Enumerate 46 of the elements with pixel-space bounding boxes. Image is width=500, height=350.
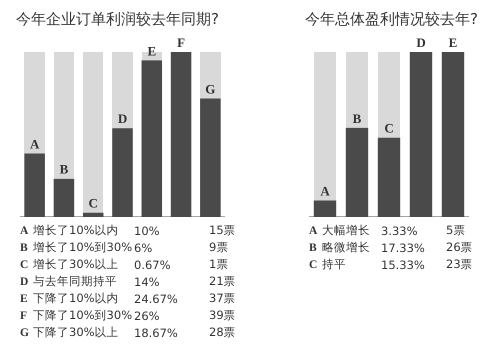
category-label: A [20, 224, 28, 236]
text: 18.67% [133, 326, 179, 340]
category-label: B [20, 242, 28, 254]
text: 15.33% [380, 258, 426, 272]
x-tick-label: F [177, 34, 186, 50]
text: 0.67% [133, 258, 172, 272]
text: 增长了30%以上 [33, 257, 120, 272]
x-tick-label: E [147, 43, 156, 58]
text: 39票 [209, 308, 236, 323]
text: 21票 [209, 274, 236, 289]
text: 1票 [209, 257, 228, 272]
text: 23票 [446, 257, 473, 272]
text: 下降了30%以上 [33, 325, 120, 340]
text: 增长了10%到30% [33, 240, 132, 255]
text: 10% [133, 224, 161, 238]
x-tick-label: E [448, 34, 458, 50]
category-label: C [20, 258, 28, 270]
text: 26% [134, 308, 160, 322]
category-label: C [309, 258, 318, 270]
text: 24.67% [133, 292, 179, 306]
chart-title: 今年企业订单利润较去年同期? [16, 10, 219, 29]
text: 15票 [209, 223, 236, 238]
text: 9票 [209, 240, 228, 255]
text: 下降了10%到30% [33, 308, 132, 323]
text: 6% [134, 240, 152, 254]
category-label: A [309, 224, 318, 236]
x-tick-label: D [416, 34, 426, 50]
text: 与去年同期持平 [33, 274, 118, 289]
text: 5票 [446, 223, 466, 238]
text: 17.33% [380, 240, 426, 254]
category-label: G [20, 326, 29, 338]
text: 略微增长 [322, 240, 371, 255]
text: 增长了10%以内 [33, 223, 120, 238]
text: 持平 [322, 257, 347, 272]
chart-title: 今年总体盈利情况较去年? [305, 10, 478, 29]
category-label: B [309, 242, 317, 254]
text: 大幅增长 [322, 223, 371, 238]
text: 28票 [209, 325, 236, 340]
text: 14% [133, 274, 161, 288]
text: 26票 [446, 240, 473, 255]
category-label: F [20, 310, 28, 322]
category-label: E [20, 292, 28, 304]
category-label: D [20, 276, 28, 288]
text: 37票 [209, 291, 236, 306]
text: 3.33% [380, 224, 419, 238]
text: 下降了10%以内 [33, 291, 120, 306]
